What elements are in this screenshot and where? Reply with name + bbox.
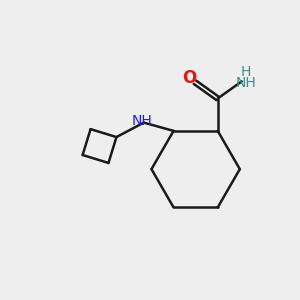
Text: H: H <box>241 65 251 80</box>
Text: NH: NH <box>132 114 153 128</box>
Text: NH: NH <box>236 76 256 90</box>
Text: O: O <box>183 70 197 88</box>
